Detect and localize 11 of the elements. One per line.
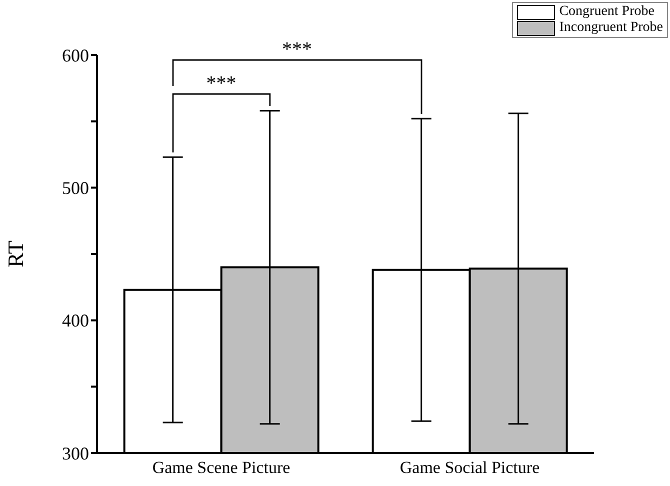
x-tick-label: Game Social Picture <box>400 458 540 478</box>
y-tick-label: 600 <box>62 45 89 66</box>
y-axis-title: RT <box>2 240 28 268</box>
y-tick-label: 400 <box>62 310 89 331</box>
legend-label: Congruent Probe <box>558 4 656 20</box>
legend-label: Incongruent Probe <box>558 20 663 36</box>
annotation: *** <box>282 38 312 61</box>
x-tick-label: Game Scene Picture <box>152 458 290 478</box>
annotation: *** <box>206 72 236 95</box>
y-tick-label: 300 <box>62 443 89 464</box>
y-tick-label: 500 <box>62 178 89 198</box>
